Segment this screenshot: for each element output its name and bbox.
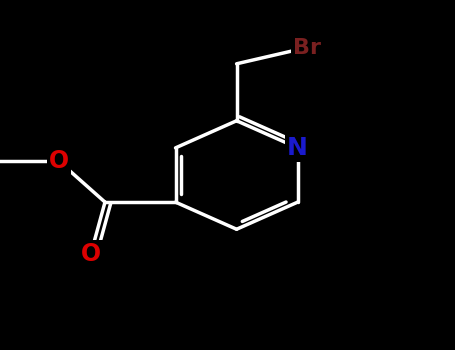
Text: N: N	[287, 136, 308, 160]
Text: O: O	[81, 241, 101, 266]
Text: Br: Br	[293, 37, 321, 57]
Text: O: O	[49, 149, 69, 174]
